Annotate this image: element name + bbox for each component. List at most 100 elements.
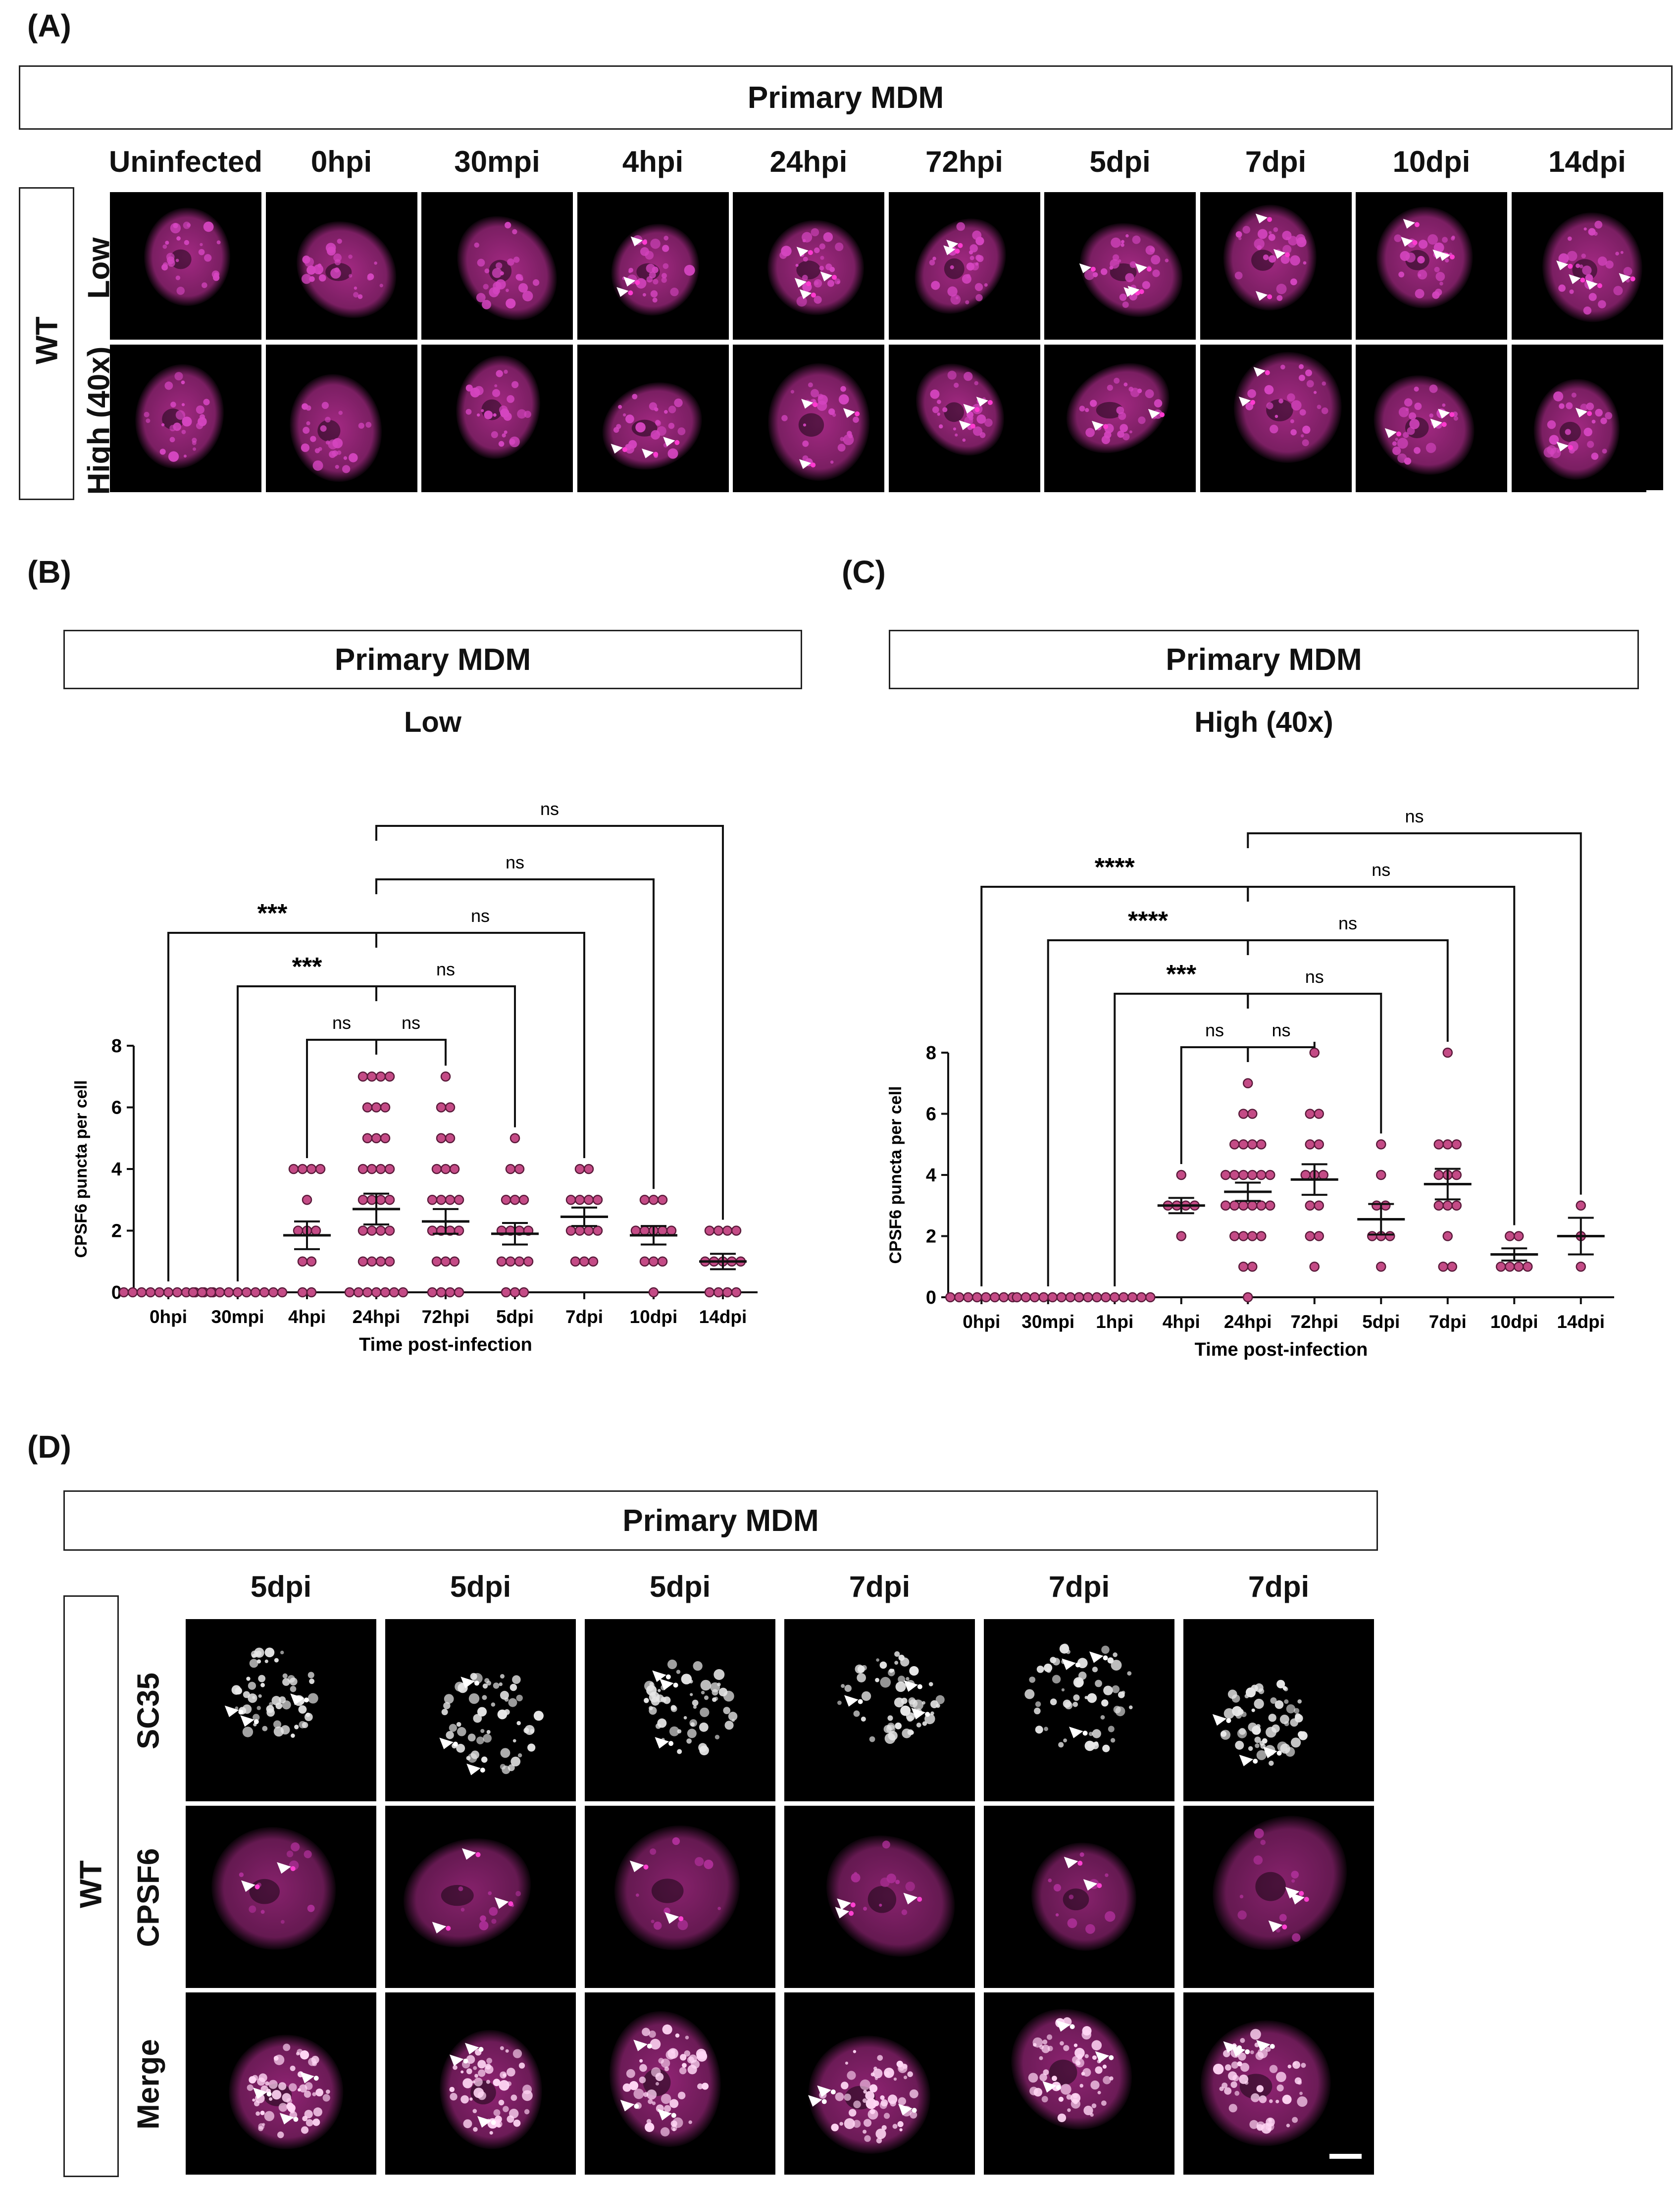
panel-d-group-label: WT — [74, 1860, 108, 1908]
data-point — [981, 1292, 991, 1303]
data-point — [306, 1287, 317, 1298]
x-tick-label: 1hpi — [1096, 1312, 1133, 1332]
significance-bracket — [375, 825, 724, 1220]
data-point — [1309, 1262, 1320, 1272]
y-tick-label: 4 — [111, 1159, 122, 1180]
data-point — [1442, 1047, 1453, 1058]
chart-axes: 0 2 4 6 8 0hpi 30mpi 1hpi 4hpi 24hpi 72hpi 5dpi 7dpi… — [926, 1043, 1614, 1332]
data-point — [592, 1195, 603, 1205]
data-point — [1101, 1292, 1111, 1303]
y-tick-label: 0 — [111, 1282, 122, 1303]
panel-d-image-tile — [984, 1619, 1174, 1801]
panel-a-column-label: 5dpi — [1089, 145, 1151, 178]
data-point — [1300, 1170, 1311, 1180]
x-tick-label: 7dpi — [565, 1307, 603, 1327]
data-point — [990, 1292, 1000, 1303]
panel-a-column-label: 10dpi — [1392, 145, 1471, 178]
data-point — [1145, 1292, 1156, 1303]
panel-d-image-tile — [1183, 1992, 1374, 2175]
significance-label: **** — [1128, 907, 1169, 935]
x-tick-label: 72hpi — [422, 1307, 470, 1327]
data-point — [362, 1287, 373, 1298]
panel-d-column-label: 7dpi — [1248, 1570, 1310, 1603]
panel-a-column-label: 14dpi — [1548, 145, 1626, 178]
panel-a-image-tile — [1044, 192, 1196, 340]
panel-a-image-tile — [888, 192, 1040, 340]
data-point — [704, 1225, 715, 1236]
data-point — [657, 1225, 668, 1236]
x-tick-label: 0hpi — [150, 1307, 187, 1327]
data-point — [375, 1071, 386, 1082]
data-point — [509, 1287, 520, 1298]
data-point — [583, 1164, 594, 1174]
data-point — [588, 1256, 599, 1267]
data-point — [1305, 1139, 1315, 1150]
data-point — [118, 1287, 129, 1298]
data-point — [630, 1225, 641, 1236]
panel-a-image-tile — [1044, 345, 1196, 492]
data-point — [713, 1225, 724, 1236]
y-tick-label: 6 — [926, 1104, 936, 1125]
significance-label: ns — [1338, 913, 1357, 933]
panel-a-column-label: 72hpi — [925, 145, 1003, 178]
x-tick-label: 5dpi — [1362, 1312, 1400, 1332]
panel-d-column-label: 7dpi — [1048, 1570, 1110, 1603]
significance-label: ns — [471, 906, 490, 926]
panel-a-image-tile — [733, 192, 884, 340]
data-point — [366, 1164, 377, 1174]
significance-label: ns — [1372, 860, 1390, 880]
data-point — [1119, 1292, 1129, 1303]
significance-bracket — [375, 878, 655, 1189]
data-point — [1012, 1292, 1022, 1303]
significance-bracket — [1247, 1042, 1316, 1062]
data-point — [375, 1256, 386, 1267]
data-point — [375, 1195, 386, 1205]
data-point — [1305, 1231, 1315, 1241]
data-point — [1309, 1047, 1320, 1058]
panel-d-column-label: 5dpi — [649, 1570, 711, 1603]
data-point — [1442, 1231, 1453, 1241]
panel-d-image-tile — [585, 1992, 775, 2175]
data-point — [380, 1133, 391, 1143]
data-point — [1238, 1139, 1249, 1150]
x-tick-label: 4hpi — [1163, 1312, 1200, 1332]
data-point — [1038, 1292, 1049, 1303]
data-point — [514, 1164, 525, 1174]
data-point — [1451, 1139, 1462, 1150]
data-point — [384, 1071, 395, 1082]
panel-d-image-tile — [186, 1992, 376, 2175]
data-point — [1314, 1231, 1324, 1241]
data-point — [1496, 1262, 1506, 1272]
data-point — [172, 1287, 183, 1298]
data-point — [449, 1164, 460, 1174]
panel-a-image-tile — [265, 345, 417, 492]
panel-b-header: Primary MDM — [63, 630, 802, 689]
data-point — [357, 1225, 368, 1236]
data-point — [1256, 1200, 1267, 1211]
data-point — [731, 1225, 742, 1236]
data-point — [1451, 1170, 1462, 1180]
x-tick-label: 14dpi — [1557, 1312, 1605, 1332]
data-point — [445, 1195, 456, 1205]
panel-a-image-tile — [110, 345, 261, 492]
panel-a-letter: (A) — [27, 8, 71, 44]
data-point — [293, 1225, 304, 1236]
panel-a-image-tile — [421, 345, 573, 492]
data-point — [1029, 1292, 1040, 1303]
data-point — [1047, 1292, 1058, 1303]
panel-a-image-tile — [265, 192, 417, 340]
x-tick-label: 30mpi — [1021, 1312, 1074, 1332]
panel-d-image-tile — [585, 1806, 775, 1988]
data-point — [1576, 1200, 1586, 1211]
data-point — [1256, 1170, 1267, 1180]
data-point — [722, 1287, 733, 1298]
data-point — [436, 1287, 447, 1298]
data-point — [297, 1256, 308, 1267]
data-point — [145, 1287, 156, 1298]
y-tick-label: 8 — [926, 1043, 936, 1064]
panel-d-image-tile — [1183, 1806, 1374, 1988]
panel-d-group-box — [63, 1595, 119, 2177]
x-tick-label: 10dpi — [630, 1307, 678, 1327]
data-point — [449, 1256, 460, 1267]
significance-label: *** — [257, 899, 288, 928]
